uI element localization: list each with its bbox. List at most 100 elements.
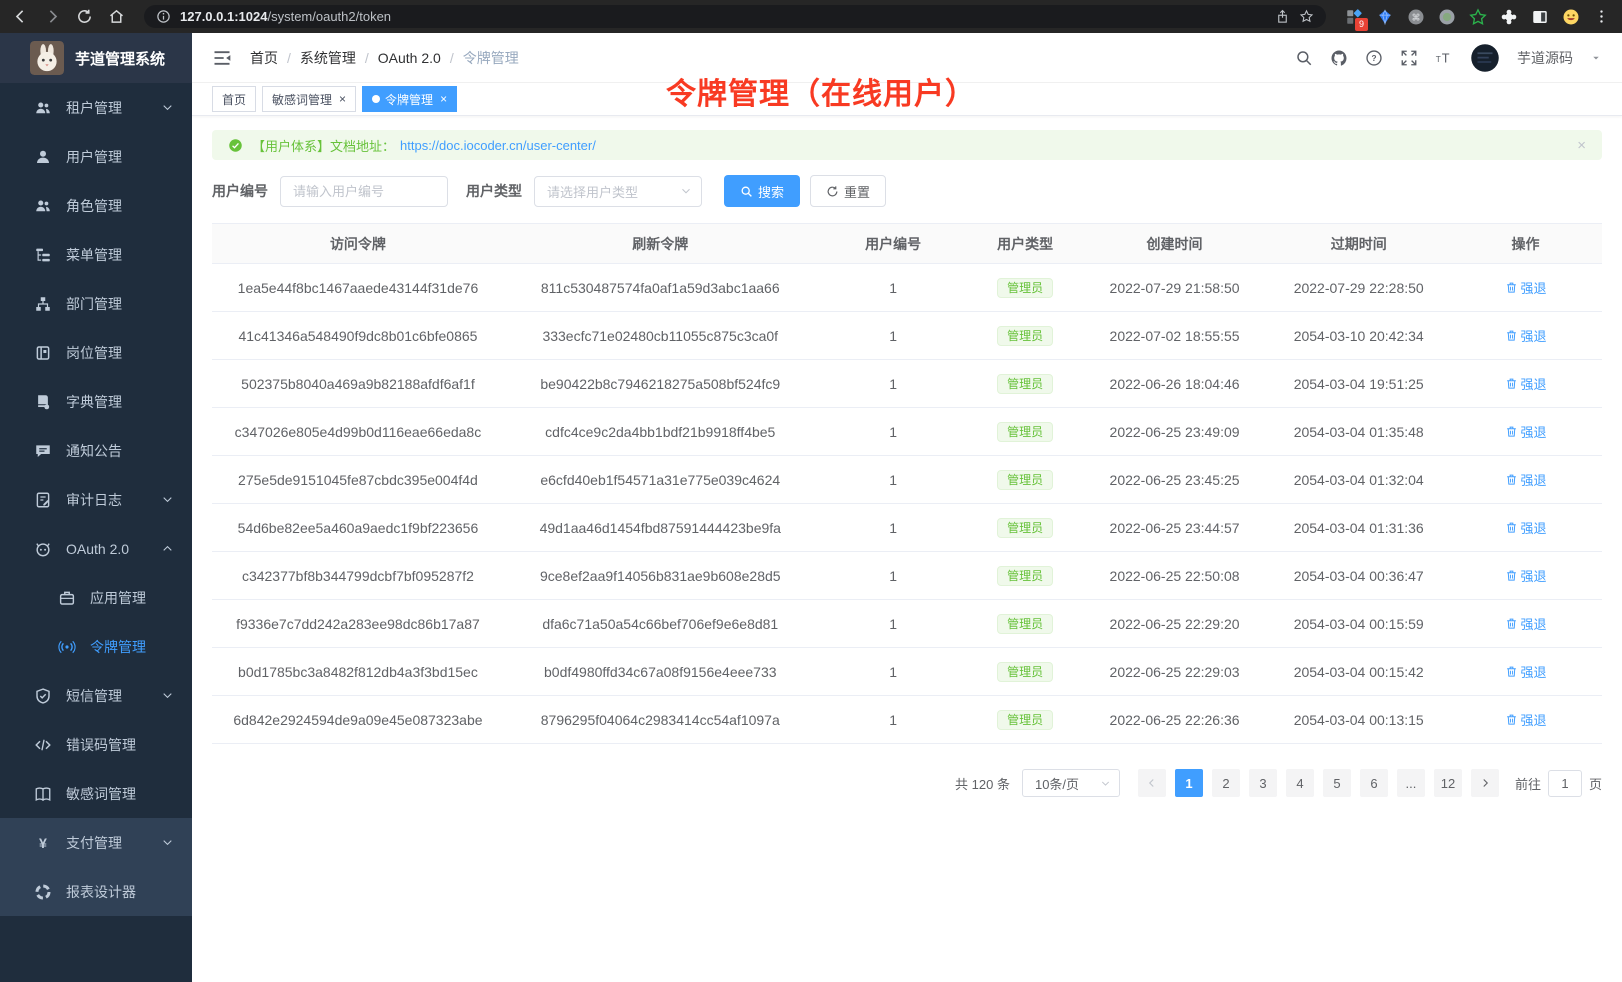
sidebar-item-label: 令牌管理 [90, 638, 146, 655]
force-logout-button[interactable]: 强退 [1505, 278, 1547, 297]
bookmark-star-icon[interactable] [1299, 9, 1314, 24]
force-logout-button[interactable]: 强退 [1505, 614, 1547, 633]
goto-label: 前往 [1514, 776, 1541, 792]
fullscreen-icon[interactable] [1400, 49, 1418, 67]
record-extension-icon[interactable] [1438, 8, 1456, 26]
caret-down-icon[interactable] [1590, 52, 1602, 64]
svg-text:?: ? [1371, 54, 1376, 63]
close-icon[interactable]: × [440, 92, 448, 106]
reset-button[interactable]: 重置 [810, 175, 887, 207]
page-button-4[interactable]: 4 [1285, 769, 1314, 797]
refresh-token-cell: 9ce8ef2aa9f14056b831ae9b608e28d5 [503, 551, 817, 600]
command-extension-icon[interactable]: ⌘ [1407, 8, 1425, 26]
refresh-token-cell: cdfc4ce9c2da4bb1bdf21b9918ff4be5 [503, 407, 817, 456]
green-star-extension-icon[interactable] [1469, 7, 1487, 26]
reload-icon[interactable] [76, 8, 93, 25]
sidebar-item-oauth2[interactable]: OAuth 2.0 [0, 524, 192, 573]
search-button[interactable]: 搜索 [724, 175, 801, 207]
goto-page-input[interactable] [1547, 769, 1582, 797]
refresh-token-cell: 49d1aa46d1454fbd87591444423be9fa [503, 503, 817, 552]
side-panel-icon[interactable] [1531, 8, 1549, 26]
search-icon[interactable] [1295, 49, 1313, 67]
created-time-cell: 2022-07-29 21:58:50 [1080, 263, 1269, 312]
table-row: c347026e805e4d99b0d116eae66eda8c cdfc4ce9… [212, 407, 1602, 456]
force-logout-button[interactable]: 强退 [1505, 422, 1547, 441]
sidebar-menu: 租户管理 用户管理 角色管理 菜单管理 部门管理 岗位管理 字典管理 通知公告 审计日志 OAut… [0, 83, 192, 982]
tab-首页[interactable]: 首页 [212, 86, 257, 112]
sidebar-item-sms-management[interactable]: 短信管理 [0, 671, 192, 720]
help-icon[interactable]: ? [1365, 49, 1383, 67]
column-header: 操作 [1449, 223, 1602, 264]
sidebar-item-notice-announcement[interactable]: 通知公告 [0, 426, 192, 475]
page-button-3[interactable]: 3 [1248, 769, 1277, 797]
sidebar-collapse-icon[interactable] [212, 48, 232, 68]
sidebar-item-error-code-management[interactable]: 错误码管理 [0, 720, 192, 769]
force-logout-button[interactable]: 强退 [1505, 662, 1547, 681]
shield-icon [34, 687, 52, 705]
app-logo-bar[interactable]: 芋道管理系统 [0, 33, 192, 83]
doc-link[interactable]: https://doc.iocoder.cn/user-center/ [400, 137, 596, 153]
user-id-input[interactable] [280, 175, 448, 207]
back-icon[interactable] [12, 8, 29, 25]
user-avatar[interactable] [1470, 43, 1500, 73]
url-bar[interactable]: 127.0.0.1:1024/system/oauth2/token [144, 5, 1326, 28]
page-button-6[interactable]: 6 [1359, 769, 1388, 797]
page-button-1[interactable]: 1 [1174, 769, 1203, 797]
app-title: 芋道管理系统 [75, 50, 166, 68]
home-icon[interactable] [108, 8, 125, 25]
sidebar-item-report-designer[interactable]: 报表设计器 [0, 867, 192, 916]
sidebar-item-user-management[interactable]: 用户管理 [0, 132, 192, 181]
sidebar-item-post-management[interactable]: 岗位管理 [0, 328, 192, 377]
sidebar-item-dict-management[interactable]: 字典管理 [0, 377, 192, 426]
close-icon[interactable]: × [339, 92, 347, 106]
sidebar-item-app-management[interactable]: 应用管理 [0, 573, 192, 622]
force-logout-button[interactable]: 强退 [1505, 518, 1547, 537]
page-button-5[interactable]: 5 [1322, 769, 1351, 797]
sidebar-item-token-management[interactable]: 令牌管理 [0, 622, 192, 671]
force-logout-button[interactable]: 强退 [1505, 470, 1547, 489]
page-button-2[interactable]: 2 [1211, 769, 1240, 797]
force-logout-button[interactable]: 强退 [1505, 374, 1547, 393]
forward-icon[interactable] [44, 8, 61, 25]
sidebar-item-tenant-management[interactable]: 租户管理 [0, 83, 192, 132]
force-logout-button[interactable]: 强退 [1505, 326, 1547, 345]
prev-page-button[interactable] [1137, 769, 1166, 797]
tab-令牌管理[interactable]: 令牌管理 × [362, 86, 458, 112]
force-logout-button[interactable]: 强退 [1505, 566, 1547, 585]
breadcrumb-separator: / [364, 49, 369, 66]
column-header: 用户编号 [816, 223, 970, 264]
username[interactable]: 芋道源码 [1517, 49, 1573, 66]
trash-icon [1505, 425, 1518, 438]
sidebar-item-menu-management[interactable]: 菜单管理 [0, 230, 192, 279]
gem-extension-icon[interactable] [1376, 8, 1394, 26]
created-time-cell: 2022-06-25 23:45:25 [1080, 455, 1269, 504]
sidebar-item-dept-management[interactable]: 部门管理 [0, 279, 192, 328]
grid-extension-icon[interactable]: 9 [1345, 8, 1368, 31]
sidebar-item-sensitive-word-management[interactable]: 敏感词管理 [0, 769, 192, 818]
user-type-badge: 管理员 [997, 613, 1054, 634]
github-icon[interactable] [1330, 49, 1348, 67]
force-logout-button[interactable]: 强退 [1505, 710, 1547, 729]
page-button-12[interactable]: 12 [1433, 769, 1462, 797]
table-header-row: 访问令牌 刷新令牌 用户编号 用户类型 创建时间 过期时间 操作 [212, 223, 1602, 264]
more-pages-button[interactable]: ... [1396, 769, 1425, 797]
tab-敏感词管理[interactable]: 敏感词管理 × [262, 86, 357, 112]
sidebar-item-role-management[interactable]: 角色管理 [0, 181, 192, 230]
site-info-icon[interactable] [156, 9, 171, 24]
profile-emoji-icon[interactable] [1562, 8, 1580, 26]
browser-menu-icon[interactable] [1593, 8, 1610, 25]
breadcrumb-item[interactable]: 系统管理 [299, 49, 356, 66]
sidebar-item-audit-log[interactable]: 审计日志 [0, 475, 192, 524]
next-page-button[interactable] [1470, 769, 1499, 797]
pinwheel-extension-icon[interactable] [1500, 8, 1518, 26]
user-type-select[interactable]: 请选择用户类型 [534, 175, 702, 207]
alert-close-icon[interactable]: × [1577, 136, 1586, 154]
sidebar-item-pay-management[interactable]: ¥ 支付管理 [0, 818, 192, 867]
page-size-select[interactable]: 10条/页 [1021, 769, 1120, 797]
chevron-down-icon [161, 101, 174, 114]
share-icon[interactable] [1275, 9, 1290, 24]
breadcrumb-item[interactable]: 首页 [250, 49, 278, 66]
breadcrumb-item[interactable]: OAuth 2.0 [377, 49, 441, 66]
user-id-cell: 1 [816, 359, 970, 408]
